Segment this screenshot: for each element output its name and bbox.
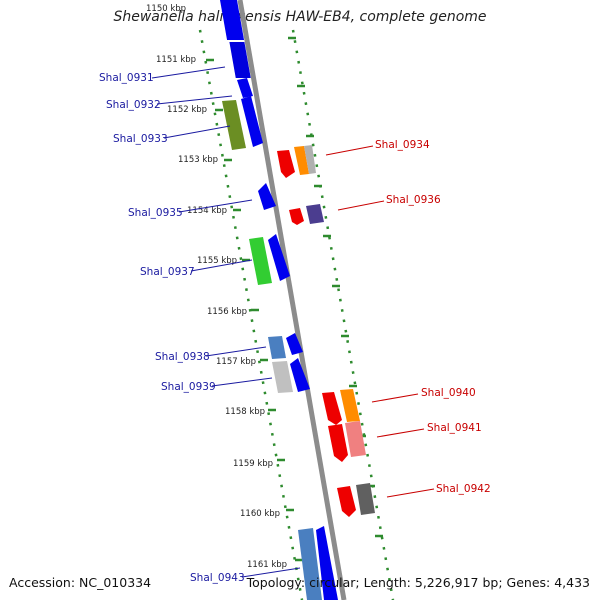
leader-line: [211, 377, 273, 387]
gene-arrow: [286, 333, 303, 355]
gene-label-shal-0932: Shal_0932: [106, 99, 161, 111]
tick-label: 1158 kbp: [225, 407, 265, 417]
tick-label: 1159 kbp: [233, 459, 273, 469]
gene-block: [294, 146, 309, 175]
right-ring-boundary: [291, 29, 395, 600]
leader-line: [371, 393, 419, 403]
gene-arrow: [241, 96, 263, 147]
gene-label-shal-0939: Shal_0939: [161, 381, 216, 393]
gene-label-shal-0935: Shal_0935: [128, 207, 183, 219]
gene-block: [268, 336, 286, 359]
summary-text: Topology: circular; Length: 5,226,917 bp…: [246, 575, 590, 590]
gene-arrow: [277, 150, 295, 178]
leader-line: [190, 259, 253, 272]
gene-label-shal-0933: Shal_0933: [113, 133, 168, 145]
leader-line: [376, 428, 425, 438]
gene-label-shal-0931: Shal_0931: [99, 72, 154, 84]
gene-arrow: [316, 526, 338, 600]
gene-block: [345, 421, 366, 457]
tick-label: 1161 kbp: [247, 560, 287, 570]
gene-block: [220, 0, 245, 40]
tick-label: 1154 kbp: [187, 206, 227, 216]
tick-label: 1153 kbp: [178, 155, 218, 165]
gene-label-shal-0940: Shal_0940: [421, 387, 476, 399]
gene-arrow: [328, 424, 348, 462]
tick-label: 1155 kbp: [197, 256, 237, 266]
leader-line: [325, 145, 374, 156]
leader-line: [156, 95, 233, 105]
gene-block: [229, 42, 251, 78]
accession-text: Accession: NC_010334: [9, 575, 152, 590]
gene-block: [222, 100, 246, 150]
leader-line: [337, 200, 385, 211]
gene-arrow: [289, 208, 304, 225]
tick-label: 1150 kbp: [146, 4, 186, 14]
gene-block: [304, 145, 316, 174]
leader-line: [151, 66, 226, 79]
tick-label: 1160 kbp: [240, 509, 280, 519]
gene-block: [272, 361, 293, 393]
gene-label-shal-0934: Shal_0934: [375, 139, 430, 151]
gene-label-shal-0936: Shal_0936: [386, 194, 441, 206]
right-gene-features: [277, 145, 375, 517]
leader-line: [241, 567, 301, 578]
tick-label: 1156 kbp: [207, 307, 247, 317]
tick-label: 1151 kbp: [156, 55, 196, 65]
map-title: Shewanella halifaxensis HAW-EB4, complet…: [113, 9, 487, 25]
gene-label-shal-0937: Shal_0937: [140, 266, 195, 278]
tick-label: 1152 kbp: [167, 105, 207, 115]
gene-label-shal-0942: Shal_0942: [436, 483, 491, 495]
left-gene-features: [220, 0, 338, 600]
leader-line: [205, 346, 267, 357]
genome-backbone: [237, 0, 347, 600]
leader-line: [163, 125, 231, 139]
gene-block: [306, 204, 324, 224]
gene-label-shal-0941: Shal_0941: [427, 422, 482, 434]
gene-arrow: [337, 486, 356, 517]
gene-block: [298, 528, 322, 600]
leader-line: [386, 488, 435, 498]
gene-arrow: [258, 183, 276, 210]
gene-arrow: [268, 234, 290, 281]
gene-block: [356, 483, 375, 515]
gene-arrow: [290, 358, 310, 392]
gene-arrow: [322, 392, 342, 425]
leader-line: [178, 199, 253, 213]
gene-label-shal-0943: Shal_0943: [190, 572, 245, 584]
gene-label-shal-0938: Shal_0938: [155, 351, 210, 363]
tick-label: 1157 kbp: [216, 357, 256, 367]
left-ring-boundary: [198, 29, 304, 600]
gene-block: [340, 389, 360, 422]
gene-arrow: [237, 78, 253, 98]
gene-block: [249, 237, 272, 285]
